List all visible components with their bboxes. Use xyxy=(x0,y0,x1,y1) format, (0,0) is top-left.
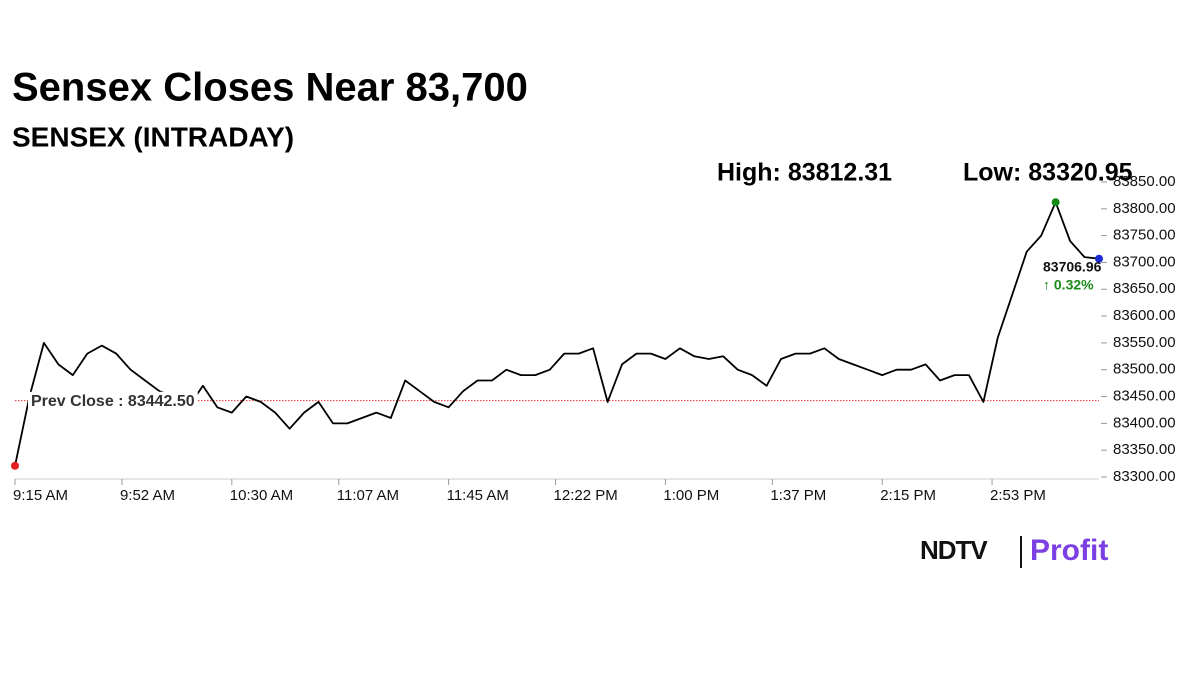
x-tick-label: 2:53 PM xyxy=(990,487,1046,504)
change-label: ↑ 0.32% xyxy=(1043,276,1094,292)
price-line xyxy=(14,201,1100,466)
x-tick-label: 9:52 AM xyxy=(120,487,175,504)
y-tick-label: 83700.00 xyxy=(1113,253,1176,270)
y-tick-label: 83650.00 xyxy=(1113,280,1176,297)
y-tick-label: 83450.00 xyxy=(1113,388,1176,405)
x-tick-label: 11:07 AM xyxy=(337,487,399,504)
x-tick-label: 10:30 AM xyxy=(230,487,293,504)
y-tick-label: 83750.00 xyxy=(1113,227,1176,244)
y-tick-label: 83800.00 xyxy=(1113,200,1176,217)
y-tick-label: 83300.00 xyxy=(1113,468,1176,485)
high-label: High: 83812.31 xyxy=(717,159,892,187)
y-tick-label: 83850.00 xyxy=(1113,173,1176,190)
x-tick-label: 12:22 PM xyxy=(554,487,618,504)
last-value-label: 83706.96 xyxy=(1043,258,1102,274)
x-tick-label: 1:37 PM xyxy=(770,487,826,504)
prev-close-label-bg xyxy=(28,391,198,411)
x-tick-label: 9:15 AM xyxy=(13,487,68,504)
y-tick-label: 83400.00 xyxy=(1113,414,1176,431)
low-dot xyxy=(11,461,19,470)
brand-profit: Profit xyxy=(1030,534,1108,567)
y-tick-label: 83350.00 xyxy=(1113,441,1176,458)
brand-logo: NDTV Profit xyxy=(920,534,1108,568)
x-tick-label: 11:45 AM xyxy=(447,487,509,504)
low-label: Low: 83320.95 xyxy=(963,159,1133,187)
brand-ndtv: NDTV xyxy=(920,535,988,565)
high-dot xyxy=(1051,198,1060,207)
x-tick-label: 1:00 PM xyxy=(663,487,719,504)
chart-title: Sensex Closes Near 83,700 xyxy=(12,66,528,110)
y-tick-label: 83500.00 xyxy=(1113,361,1176,378)
x-tick-label: 2:15 PM xyxy=(880,487,936,504)
y-tick-label: 83550.00 xyxy=(1113,334,1176,351)
prev-close-label: Prev Close : 83442.50 xyxy=(31,393,195,410)
last-dot xyxy=(1095,254,1103,263)
chart-subtitle: SENSEX (INTRADAY) xyxy=(12,121,294,152)
y-tick-label: 83600.00 xyxy=(1113,307,1176,324)
